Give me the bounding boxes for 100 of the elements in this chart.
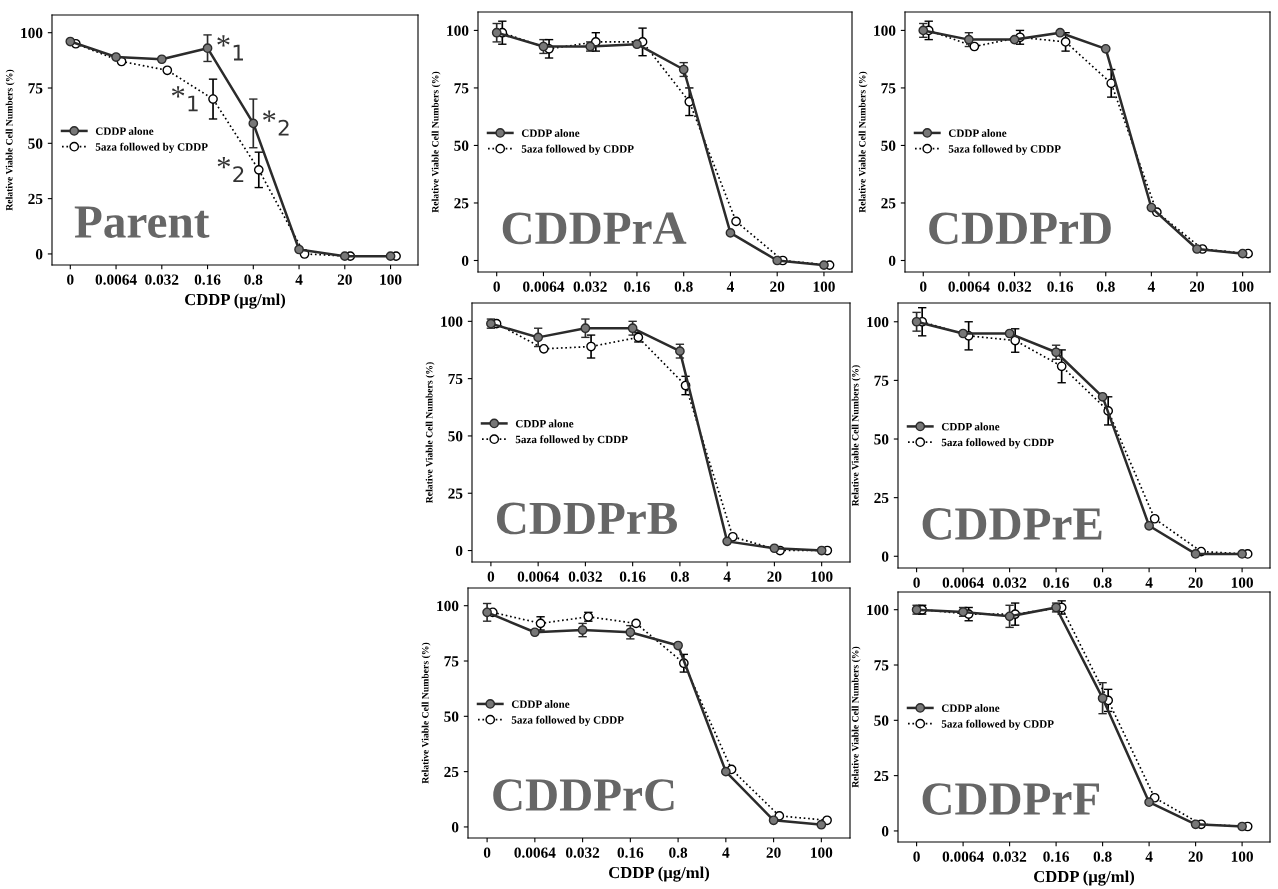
legend-label: CDDP alone [948,129,1007,137]
y-tick-label: 25 [874,492,889,504]
x-tick-label: 0.0064 [517,571,559,582]
x-tick-label: 4 [295,274,303,285]
annotation: *$_{2}$ [263,110,289,136]
x-tick-label: 4 [1145,851,1153,862]
y-tick-label: 75 [28,83,43,94]
x-tick-label: 4 [723,571,731,582]
x-tick-label: 0 [483,847,491,858]
x-tick-label: 4 [1145,577,1153,588]
x-tick-label: 0.0064 [942,577,984,588]
text: CDDPrE [922,508,1102,540]
legend-label: CDDP alone [941,704,1000,712]
legend-label: 5aza followed by CDDP [511,715,624,726]
legend-label: CDDP alone [511,700,570,708]
y-tick-label: 75 [444,656,459,667]
x-tick-label: 100 [1232,281,1254,292]
x-tick-label: 100 [1231,851,1253,862]
x-tick-label: 0.0064 [514,847,556,858]
x-axis-title: CDDP (μg/ml) [609,866,710,882]
y-tick-label: 50 [444,711,459,722]
x-tick-label: 20 [766,847,781,858]
y-tick-label: 0 [881,826,889,837]
x-tick-label: 4 [726,281,734,292]
y-tick-label: 50 [874,715,889,726]
x-tick-label: 100 [811,847,833,858]
y-axis-title: Relative Viable Cell Numbers (%) [858,71,868,213]
y-tick-label: 50 [874,434,889,445]
x-tick-label: 0 [487,571,495,582]
y-tick-label: 100 [441,316,463,327]
y-tick-label: 50 [454,140,469,151]
y-tick-label: 0 [881,551,889,562]
annotation: *$_{2}$ [217,157,244,183]
y-tick-label: 25 [444,766,459,778]
text: CDDPrA [502,212,687,245]
y-tick-label: 100 [874,25,896,36]
y-tick-label: 75 [448,373,463,385]
x-tick-label: 0.032 [573,281,607,292]
x-tick-label: 0.16 [619,571,646,582]
x-tick-label: 0 [67,274,74,285]
y-tick-label: 100 [867,316,889,328]
legend-label: CDDP alone [515,419,574,428]
y-tick-label: 25 [448,488,463,499]
x-tick-label: 0.032 [992,851,1027,862]
annotation: *$_{1}$ [171,86,198,112]
x-tick-label: 0 [913,577,920,588]
x-tick-label: 0.8 [670,571,689,582]
text: CDDPrD [929,212,1111,245]
x-tick-label: 20 [337,274,352,285]
x-tick-label: 0.0064 [948,281,990,292]
legend-label: 5aza followed by CDDP [941,719,1054,730]
legend-label: 5aza followed by CDDP [521,144,634,155]
x-tick-label: 100 [813,281,835,292]
text: CDDPrB [496,502,677,535]
x-tick-label: 0.16 [1047,281,1074,292]
x-tick-label: 0.8 [669,847,688,858]
x-tick-label: 0.16 [624,281,650,292]
x-tick-label: 0.16 [1043,577,1070,588]
x-tick-label: 0.16 [194,274,221,285]
x-tick-label: 0.032 [992,577,1027,588]
y-axis-title: Relative Viable Cell Numbers (%) [851,646,861,788]
y-tick-label: 0 [451,822,459,833]
text: CDDPrF [922,783,1100,815]
y-tick-label: 25 [28,193,43,205]
y-axis-title: Relative Viable Cell Numbers (%) [421,642,431,784]
y-tick-label: 0 [461,255,469,266]
y-tick-label: 50 [28,138,43,149]
x-axis-title: CDDP (μg/ml) [185,293,286,309]
legend-label: CDDP alone [941,422,1000,431]
y-tick-label: 25 [881,198,896,209]
x-tick-label: 20 [770,281,785,292]
x-tick-label: 0.0064 [523,281,565,292]
y-tick-label: 100 [437,600,459,612]
y-tick-label: 100 [21,27,43,39]
y-tick-label: 75 [881,83,896,94]
x-tick-label: 20 [767,571,782,582]
x-tick-label: 20 [1188,577,1203,588]
x-axis-title: CDDP (μg/ml) [1034,870,1135,886]
text: Parent [74,206,210,238]
y-axis-title: Relative Viable Cell Numbers (%) [5,69,15,211]
legend-label: CDDP alone [95,127,154,135]
annotation: *$_{1}$ [217,35,243,61]
y-tick-label: 100 [447,25,469,36]
x-tick-label: 0 [493,281,500,292]
y-tick-label: 50 [881,140,896,151]
x-tick-label: 0 [913,851,920,862]
y-tick-label: 50 [448,431,463,442]
y-tick-label: 0 [888,255,896,266]
y-tick-label: 100 [867,604,889,616]
x-tick-label: 0.16 [617,847,644,858]
x-tick-label: 0.8 [244,274,263,285]
y-tick-label: 25 [874,770,889,782]
x-tick-label: 0 [920,281,927,292]
x-tick-label: 100 [380,274,402,285]
x-tick-label: 0.0064 [942,851,984,862]
x-tick-label: 0.8 [1093,577,1112,588]
x-tick-label: 0.032 [145,274,179,285]
y-tick-label: 75 [874,660,889,671]
x-tick-label: 100 [811,571,833,582]
legend-label: 5aza followed by CDDP [941,438,1054,449]
